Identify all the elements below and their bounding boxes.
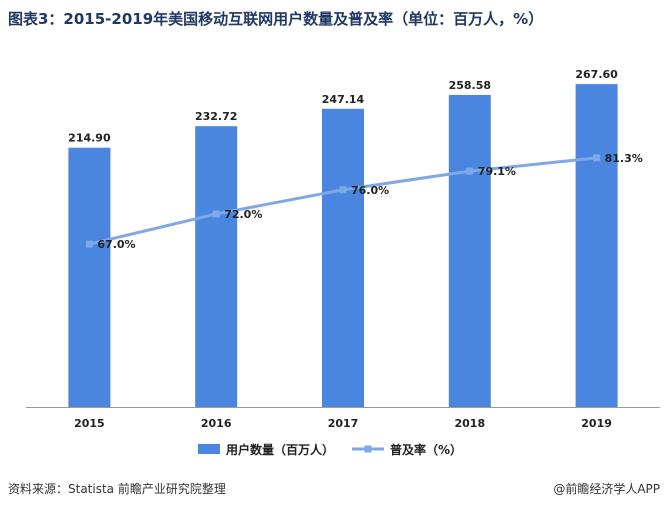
rate-point-2018 xyxy=(466,167,474,175)
rate-point-2017 xyxy=(339,186,347,194)
bar-2017 xyxy=(322,108,364,408)
bar-label-2019: 267.60 xyxy=(575,68,618,81)
bar-2018 xyxy=(448,94,491,407)
source-note: 资料来源：Statista 前瞻产业研究院整理 xyxy=(8,482,226,496)
credit-note: @前瞻经济学人APP xyxy=(553,482,660,496)
rate-label-2019: 81.3% xyxy=(605,152,643,165)
rate-label-2015: 67.0% xyxy=(97,238,135,251)
bar-2016 xyxy=(195,126,238,407)
rate-label-2018: 79.1% xyxy=(478,165,516,178)
chart-title: 图表3：2015-2019年美国移动互联网用户数量及普及率（单位：百万人，%） xyxy=(8,10,544,28)
bar-label-2017: 247.14 xyxy=(322,93,365,106)
legend-bar-swatch xyxy=(198,444,220,454)
x-tick-2016: 2016 xyxy=(201,417,232,430)
legend-line-marker xyxy=(364,445,372,453)
x-tick-2017: 2017 xyxy=(328,417,359,430)
rate-point-2015 xyxy=(85,240,93,248)
x-tick-2018: 2018 xyxy=(454,417,485,430)
x-tick-2015: 2015 xyxy=(74,417,105,430)
x-tick-2019: 2019 xyxy=(581,417,612,430)
legend-line-label: 普及率（%） xyxy=(390,442,462,457)
rate-label-2017: 76.0% xyxy=(351,184,389,197)
rate-label-2016: 72.0% xyxy=(224,208,262,221)
bar-label-2015: 214.90 xyxy=(68,132,111,145)
bar-label-2016: 232.72 xyxy=(195,110,237,123)
bar-label-2018: 258.58 xyxy=(449,79,491,92)
legend-bar-label: 用户数量（百万人） xyxy=(225,442,334,457)
bar-2015 xyxy=(68,147,111,408)
rate-point-2019 xyxy=(593,154,601,162)
chart-area: 214.90 232.72 247.14 258.58 267.60 2015 2016 20… xyxy=(26,68,660,457)
rate-point-2016 xyxy=(212,210,220,218)
bar-2019 xyxy=(575,84,618,407)
